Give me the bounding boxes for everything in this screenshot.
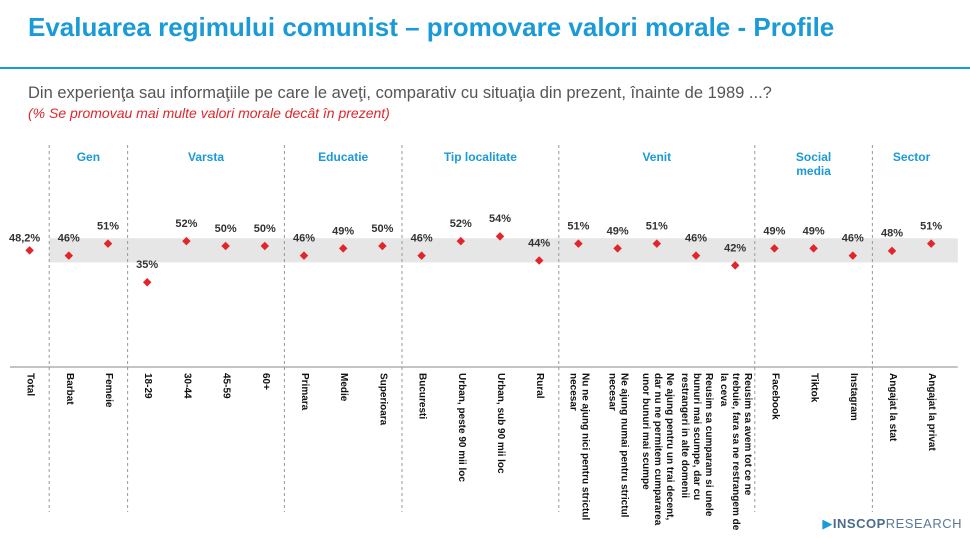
x-tick-label: Barbat [63,373,75,405]
value-label: 51% [646,220,668,232]
x-tick-label: Superioara [377,373,389,426]
x-tick-label: Facebook [769,373,781,420]
x-tick-label: Urban, sub 90 mii loc [495,373,506,474]
x-tick-label: Urban, peste 90 mii loc [455,373,467,482]
group-label: Educatie [318,150,369,164]
dot [64,251,74,260]
x-tick-label: Reusim sa avem tot ce ne trebuie, fara s… [718,373,754,531]
value-label: 46% [842,233,864,245]
value-label: 46% [58,233,80,245]
x-tick-label: Ne ajung numai pentru strictul necesar [606,373,630,518]
x-tick-label: Nu ne ajung nici pentru strictul necesar [567,373,591,521]
dot [142,278,152,287]
dot [182,236,191,246]
dot [730,261,740,270]
logo-light: RESEARCH [885,516,962,531]
x-tick-label: Ne ajung pentru un trai decent, dar nu n… [639,373,675,526]
x-tick-label: Total [24,373,36,397]
x-tick-label: Tiktok [808,373,820,403]
value-label: 48% [881,228,903,240]
x-tick-label: Primara [299,373,310,411]
group-label: Varsta [187,150,225,164]
dot [456,236,466,246]
x-tick-label: 60+ [259,373,271,390]
title: Evaluarea regimului comunist – promovare… [28,12,835,42]
dot [221,241,230,251]
value-label: 51% [567,220,589,232]
x-tick-label: Angajat la stat [887,373,898,442]
value-label: 49% [763,225,785,237]
reference-band [49,238,958,263]
x-tick-label: Angajat la privat [926,373,938,451]
group-label: Tip localitate [443,150,517,164]
logo-bold: INSCOP [832,516,886,531]
value-label: 49% [803,225,825,237]
group-label: Gen [76,150,101,164]
question: Din experienţa sau informaţiile pe care … [28,84,772,102]
dot [417,251,426,260]
value-label: 46% [293,233,315,245]
x-tick-label: 30-44 [181,373,193,399]
value-label: 50% [371,223,393,235]
dot [299,251,309,260]
value-label: 50% [215,223,237,235]
group-label: Sector [892,150,931,164]
dot [260,241,270,251]
x-tick-label: Instagram [847,373,859,421]
title-rule [0,67,970,69]
value-label: 49% [332,225,354,237]
group-label: Venit [642,150,672,164]
value-label: 49% [607,225,629,237]
x-tick-label: Femeie [103,373,114,408]
x-tick-label: 18-29 [142,373,154,399]
value-label: 48,2% [9,232,40,244]
dot [495,232,505,241]
dot [103,239,113,248]
note: (% Se promovau mai multe valori morale d… [28,105,390,121]
value-label: 50% [254,223,276,235]
x-tick-label: Medie [338,373,350,402]
dot [534,256,544,265]
dot [338,244,348,253]
value-label: 46% [685,233,707,245]
value-label: 35% [136,259,158,271]
value-label: 42% [724,242,746,254]
dot [378,241,387,251]
value-label: 51% [97,220,119,232]
value-label: 51% [920,220,942,232]
dot [25,246,34,255]
value-label: 52% [450,218,472,230]
value-label: 52% [175,218,197,230]
group-label: Social media [795,150,832,178]
x-tick-label: Bucuresti [416,373,428,420]
logo: ▶INSCOPRESEARCH [822,516,962,531]
value-label: 46% [411,233,433,245]
x-tick-label: Rural [534,373,546,399]
x-tick-label: Reusim sa cumparam si unele bunuri mai s… [679,373,714,517]
value-label: 44% [528,237,550,249]
value-label: 54% [489,213,511,225]
x-tick-label: 45-59 [220,373,232,399]
